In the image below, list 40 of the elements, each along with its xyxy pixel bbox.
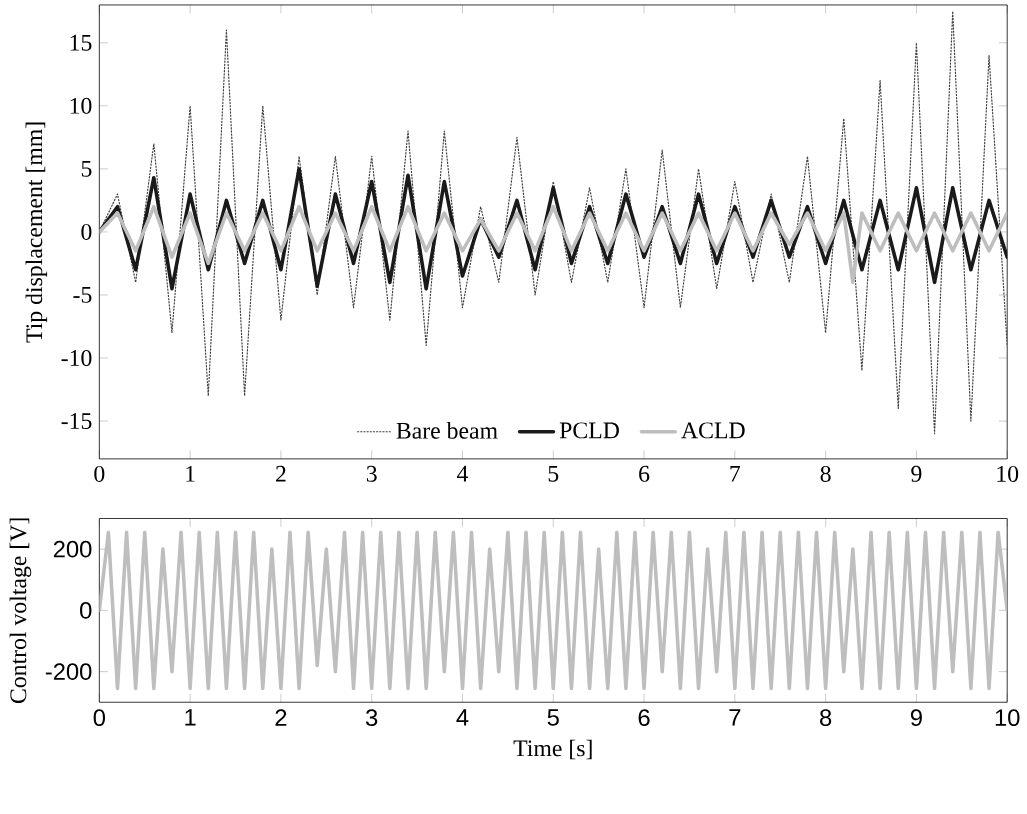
legend-label: Bare beam <box>396 421 498 439</box>
x-tick-label: 5 <box>548 465 559 482</box>
x-tick-label: 2 <box>275 709 287 726</box>
x-tick-label: 6 <box>639 465 650 482</box>
x-tick-label: 9 <box>911 465 922 482</box>
x-tick-label: 8 <box>820 709 832 726</box>
x-tick-label: 1 <box>186 465 195 482</box>
y-tick-label: 0 <box>80 601 92 619</box>
line-series <box>99 530 1008 691</box>
y-axis-title: Control voltage [V] <box>9 518 32 703</box>
y-tick-label: -10 <box>61 349 92 366</box>
x-tick-label: 2 <box>276 465 286 482</box>
y-tick-label: 5 <box>81 160 92 177</box>
y-tick-label: 15 <box>70 34 92 51</box>
x-tick-label: 9 <box>910 709 922 726</box>
x-tick-label: 4 <box>457 465 469 482</box>
y-tick-label: 200 <box>53 540 92 558</box>
x-tick-label: 7 <box>730 465 741 482</box>
legend-label: PCLD <box>559 422 619 439</box>
x-tick-label: 0 <box>94 465 105 482</box>
y-axis-title: Tip displacement [mm] <box>25 122 48 343</box>
x-tick-label: 7 <box>729 709 741 726</box>
y-tick-label: 0 <box>81 223 92 240</box>
y-tick-label: -200 <box>45 662 92 680</box>
x-tick-label: 10 <box>995 709 1020 726</box>
x-tick-label: 4 <box>456 709 469 726</box>
legend-label: ACLD <box>681 422 745 439</box>
y-tick-label: -15 <box>61 412 92 429</box>
x-tick-label: 6 <box>638 709 650 726</box>
x-tick-label: 3 <box>366 465 377 482</box>
x-axis-title: Time [s] <box>513 739 592 760</box>
x-tick-label: 10 <box>997 465 1019 482</box>
line-series <box>99 204 1008 284</box>
x-tick-label: 1 <box>185 709 196 726</box>
x-tick-label: 3 <box>365 709 378 726</box>
x-tick-label: 0 <box>93 709 106 726</box>
x-tick-label: 8 <box>820 465 831 482</box>
y-tick-label: -5 <box>73 286 92 303</box>
y-tick-label: 10 <box>70 97 92 114</box>
x-tick-label: 5 <box>547 709 559 726</box>
